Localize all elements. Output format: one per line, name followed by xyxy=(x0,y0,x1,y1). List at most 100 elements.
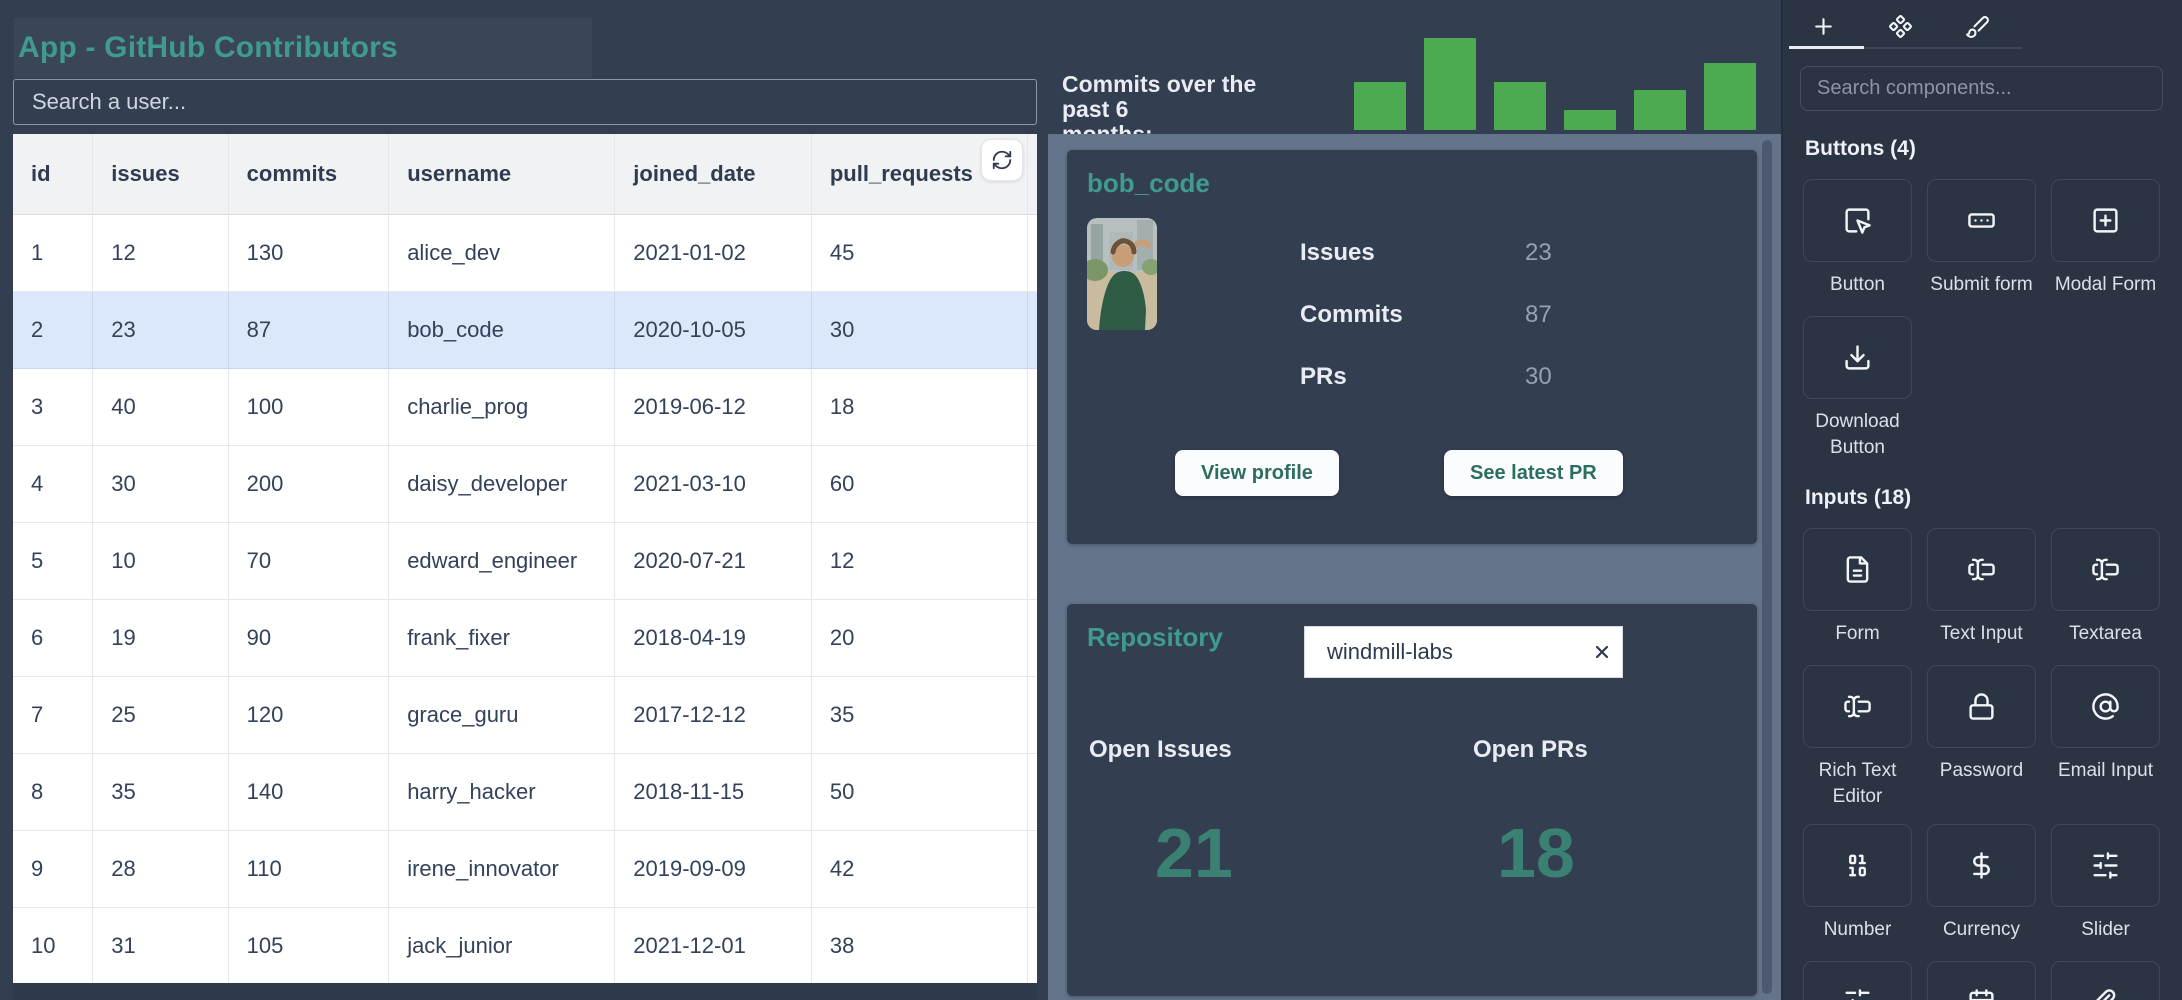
component-card-button[interactable] xyxy=(1803,179,1912,262)
table-cell: 60 xyxy=(811,445,1029,523)
repository-card-title: Repository xyxy=(1087,622,1223,652)
table-cell: 45 xyxy=(811,214,1029,292)
user-search-input[interactable] xyxy=(13,79,1037,125)
component-label: Form xyxy=(1835,623,1880,645)
sliders-icon xyxy=(2093,851,2118,879)
table-cell: 120 xyxy=(228,676,390,754)
table-cell: 2017-12-12 xyxy=(614,676,812,754)
table-cell: 100 xyxy=(228,368,390,446)
contributors-table-container: id issues commits username joined_date pull_r… xyxy=(13,134,1037,1000)
table-cell: 2023-07 xyxy=(1027,522,1037,600)
column-header: joined_date xyxy=(614,134,812,215)
component-card-currency[interactable] xyxy=(1927,823,2036,907)
table-refresh-button[interactable] xyxy=(981,139,1023,181)
column-header: issues xyxy=(92,134,229,215)
component-card-paperclip[interactable] xyxy=(2051,960,2160,1000)
view-profile-button[interactable]: View profile xyxy=(1175,450,1339,496)
table-cell: bob_code xyxy=(388,291,616,369)
profile-stats: Issues 23 Commits 87 PRs 30 xyxy=(1300,222,1720,408)
table-cell: 2023-06 xyxy=(1027,753,1037,831)
sidebar-tab-paintbrush[interactable] xyxy=(1965,14,1990,39)
table-cell: 25 xyxy=(92,676,229,754)
component-card-email-input[interactable] xyxy=(2051,665,2160,749)
component-cell: Rich Text Editor xyxy=(1803,665,1912,809)
panel-scrollbar[interactable] xyxy=(1762,140,1772,994)
table-cell: harry_hacker xyxy=(388,753,616,831)
see-latest-pr-button[interactable]: See latest PR xyxy=(1444,450,1623,496)
table-cell: 4 xyxy=(13,445,94,523)
at-sign-icon xyxy=(2092,693,2119,721)
component-card-download-button[interactable] xyxy=(1803,316,1912,399)
table-cell: 110 xyxy=(228,830,390,908)
component-cell: Currency xyxy=(1927,823,2036,947)
component-grid: Form Text Input Textarea Rich Text Editor Pa… xyxy=(1803,528,2160,1000)
component-cell: Email Input xyxy=(2051,665,2160,809)
component-card-sliders[interactable] xyxy=(1803,960,1912,1000)
component-card-textarea[interactable] xyxy=(2051,528,2160,612)
component-card-text-input[interactable] xyxy=(1927,528,2036,612)
table-cell: 38 xyxy=(811,907,1029,985)
commits-bar-month-3 xyxy=(1494,82,1546,130)
table-cell: 8 xyxy=(13,753,94,831)
commits-bar-chart xyxy=(1354,38,1756,130)
profile-stat-value: 23 xyxy=(1525,239,1552,266)
table-cell: 2023-09 xyxy=(1027,291,1037,369)
clear-x-icon[interactable] xyxy=(1582,642,1622,662)
table-cell: 7 xyxy=(13,676,94,754)
profile-stat-value: 30 xyxy=(1525,363,1552,390)
component-card-rich-text-editor[interactable] xyxy=(1803,665,1912,749)
section-title: Inputs (18) xyxy=(1805,486,1912,510)
table-cell: 3 xyxy=(13,368,94,446)
table-header-row: id issues commits username joined_date pull_r… xyxy=(13,134,1037,215)
component-label: Email Input xyxy=(2057,760,2154,782)
text-cursor-icon xyxy=(1844,695,1871,718)
component-card-slider[interactable] xyxy=(2051,823,2160,907)
component-cell xyxy=(1803,960,1912,1000)
table-cell: 105 xyxy=(228,907,390,985)
table-cell: 40 xyxy=(92,368,229,446)
table-cell: 2020-07-21 xyxy=(614,522,812,600)
component-label: Button xyxy=(1830,274,1885,295)
profile-stat-row: Commits 87 xyxy=(1300,284,1720,346)
table-cell: 2023-08 xyxy=(1027,830,1037,908)
component-card-number[interactable] xyxy=(1803,823,1912,907)
component-card-form[interactable] xyxy=(1803,528,1912,612)
table-cell: 2021-12-01 xyxy=(614,907,812,985)
component-card-password[interactable] xyxy=(1927,665,2036,749)
table-header: id issues commits username joined_date pull_r… xyxy=(13,134,1037,215)
table-cell: 18 xyxy=(811,368,1029,446)
profile-stat-label: Issues xyxy=(1300,239,1375,266)
table-cell: 2023-09 xyxy=(1027,599,1037,677)
profile-card: bob_code Issues 23 Commits 87 PRs 30 Vie xyxy=(1067,150,1757,544)
component-cell: Slider xyxy=(2051,823,2160,947)
table-cell: 140 xyxy=(228,753,390,831)
section-title: Buttons (4) xyxy=(1805,137,1916,160)
clear-x-icon xyxy=(1595,645,1609,659)
table-cell: 2020-10-05 xyxy=(614,291,812,369)
form-icon xyxy=(1846,556,1869,584)
component-search-input[interactable] xyxy=(1800,66,2163,111)
column-header: last_ac xyxy=(1027,134,1037,215)
sidebar-tab-plus[interactable] xyxy=(1811,14,1836,39)
table-cell: 30 xyxy=(92,445,229,523)
component-card-modal-form[interactable] xyxy=(2051,179,2160,262)
component-cell: Modal Form xyxy=(2051,179,2160,302)
sidebar-tabbar xyxy=(1783,0,2182,52)
component-card-calendar[interactable] xyxy=(1927,960,2036,1000)
component-card-submit-form[interactable] xyxy=(1927,179,2036,262)
repository-input[interactable] xyxy=(1305,639,1582,665)
sidebar-tab-components[interactable] xyxy=(1888,14,1913,39)
component-label: Text Input xyxy=(1940,623,2023,645)
component-label: Rich Text Editor xyxy=(1818,760,1897,807)
